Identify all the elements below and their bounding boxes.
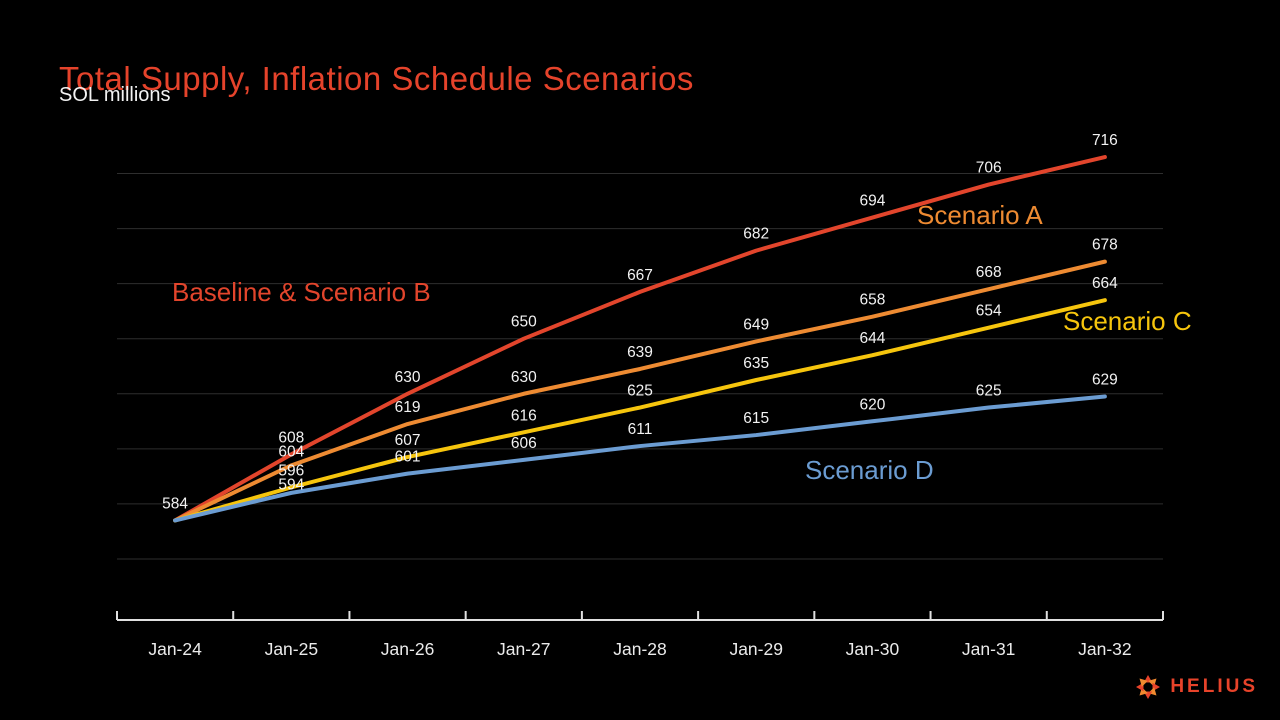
value-label: 594: [278, 476, 304, 493]
series-label-scenario-c: Scenario C: [1063, 306, 1192, 336]
chart-units-subtitle: SOL millions: [59, 84, 171, 106]
value-label: 629: [1092, 372, 1118, 389]
value-label: 608: [278, 429, 304, 446]
x-tick-label: Jan-30: [846, 639, 900, 659]
x-tick-label: Jan-29: [729, 639, 783, 659]
page-title: Total Supply, Inflation Schedule Scenari…: [59, 60, 694, 98]
helius-logo-text: HELIUS: [1170, 676, 1258, 697]
x-tick-label: Jan-28: [613, 639, 667, 659]
value-label: 649: [743, 316, 769, 333]
value-label: 706: [976, 160, 1002, 177]
value-label: 664: [1092, 275, 1118, 292]
value-label: 694: [860, 193, 886, 210]
series-line: [173, 298, 1107, 523]
series-line: [173, 155, 1107, 523]
value-label: 668: [976, 264, 1002, 281]
value-label: 604: [278, 443, 304, 460]
series-label-scenario-a: Scenario A: [917, 200, 1043, 230]
value-label: 625: [976, 383, 1002, 400]
x-tick-label: Jan-25: [265, 639, 319, 659]
value-label: 635: [743, 355, 769, 372]
series-label-baseline-scenario-b: Baseline & Scenario B: [172, 277, 431, 307]
series-label-scenario-d: Scenario D: [805, 455, 934, 485]
x-tick-label: Jan-31: [962, 639, 1016, 659]
value-label: 658: [860, 292, 886, 309]
value-label: 616: [511, 407, 537, 424]
value-label: 611: [628, 421, 653, 438]
value-label: 630: [395, 369, 421, 386]
value-label: 615: [743, 410, 769, 427]
value-label: 596: [278, 462, 304, 479]
value-label: 601: [395, 449, 421, 466]
value-label: 667: [627, 267, 653, 284]
value-label: 606: [511, 435, 537, 452]
value-label: 619: [395, 399, 421, 416]
value-label: 607: [395, 432, 421, 449]
helius-starburst-icon: [1136, 675, 1161, 699]
x-tick-label: Jan-27: [497, 639, 551, 659]
starburst-petal: [1139, 678, 1149, 687]
x-tick-label: Jan-24: [148, 639, 202, 659]
helius-logo: HELIUS: [1135, 674, 1258, 700]
series-line: [173, 259, 1107, 523]
value-label: 716: [1092, 132, 1118, 149]
value-label: 678: [1092, 237, 1118, 254]
value-label: 682: [743, 226, 769, 243]
value-label: 650: [511, 314, 537, 331]
x-tick-label: Jan-32: [1078, 639, 1132, 659]
value-label: 625: [627, 383, 653, 400]
value-label: 630: [511, 369, 537, 386]
value-label: 644: [860, 330, 886, 347]
x-tick-label: Jan-26: [381, 639, 435, 659]
value-label: 620: [860, 396, 886, 413]
series-line: [173, 394, 1107, 523]
value-label: 654: [976, 303, 1002, 320]
value-label: 639: [627, 344, 653, 361]
value-label: 584: [162, 495, 188, 512]
